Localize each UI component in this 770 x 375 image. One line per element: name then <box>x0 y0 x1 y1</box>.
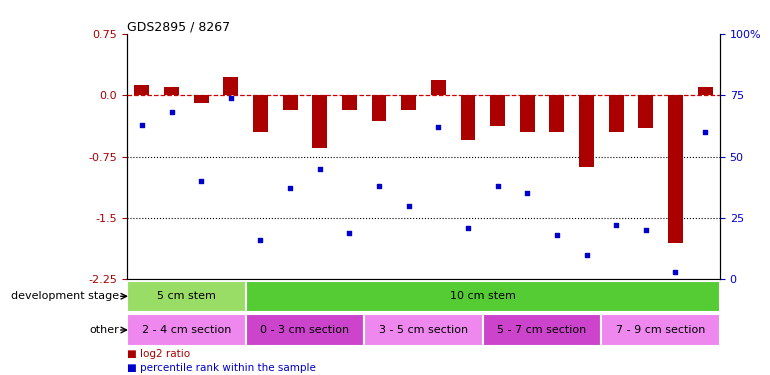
Point <box>166 110 178 116</box>
Bar <box>431 80 446 95</box>
Text: ■ log2 ratio: ■ log2 ratio <box>127 350 190 359</box>
Bar <box>364 315 483 345</box>
Point <box>699 129 711 135</box>
Point <box>254 237 266 243</box>
Bar <box>342 95 357 110</box>
Text: 10 cm stem: 10 cm stem <box>450 291 516 301</box>
Point <box>640 227 652 233</box>
Point <box>491 183 504 189</box>
Point <box>432 124 444 130</box>
Point <box>610 222 622 228</box>
Text: other: other <box>89 325 119 335</box>
Text: 7 - 9 cm section: 7 - 9 cm section <box>616 325 705 335</box>
Point <box>313 166 326 172</box>
Text: 2 - 4 cm section: 2 - 4 cm section <box>142 325 231 335</box>
Bar <box>698 87 712 95</box>
Point <box>462 225 474 231</box>
Bar <box>401 95 416 110</box>
Bar <box>127 281 246 312</box>
Bar <box>194 95 209 104</box>
Bar <box>283 95 297 110</box>
Point <box>195 178 207 184</box>
Bar <box>372 95 387 122</box>
Bar <box>135 86 149 95</box>
Point <box>225 94 237 100</box>
Bar <box>550 95 564 132</box>
Point <box>373 183 385 189</box>
Bar <box>127 315 246 345</box>
Bar <box>490 95 505 126</box>
Text: development stage: development stage <box>12 291 119 301</box>
Point <box>521 190 534 196</box>
Bar <box>601 315 720 345</box>
Point <box>581 252 593 258</box>
Bar <box>638 95 653 128</box>
Bar <box>668 95 683 243</box>
Bar <box>223 77 238 95</box>
Bar <box>253 95 268 132</box>
Point <box>403 202 415 208</box>
Text: 5 - 7 cm section: 5 - 7 cm section <box>497 325 587 335</box>
Point <box>551 232 563 238</box>
Point <box>284 186 296 192</box>
Text: GDS2895 / 8267: GDS2895 / 8267 <box>127 21 230 34</box>
Text: 0 - 3 cm section: 0 - 3 cm section <box>260 325 350 335</box>
Bar <box>483 315 601 345</box>
Bar <box>579 95 594 167</box>
Bar <box>609 95 624 132</box>
Point <box>343 230 356 236</box>
Bar <box>164 87 179 95</box>
Bar <box>460 95 475 140</box>
Bar <box>520 95 534 132</box>
Point <box>669 269 681 275</box>
Bar <box>246 281 720 312</box>
Text: 3 - 5 cm section: 3 - 5 cm section <box>379 325 468 335</box>
Bar <box>246 315 364 345</box>
Text: ■ percentile rank within the sample: ■ percentile rank within the sample <box>127 363 316 373</box>
Text: 5 cm stem: 5 cm stem <box>157 291 216 301</box>
Bar <box>313 95 327 148</box>
Point <box>136 122 148 128</box>
